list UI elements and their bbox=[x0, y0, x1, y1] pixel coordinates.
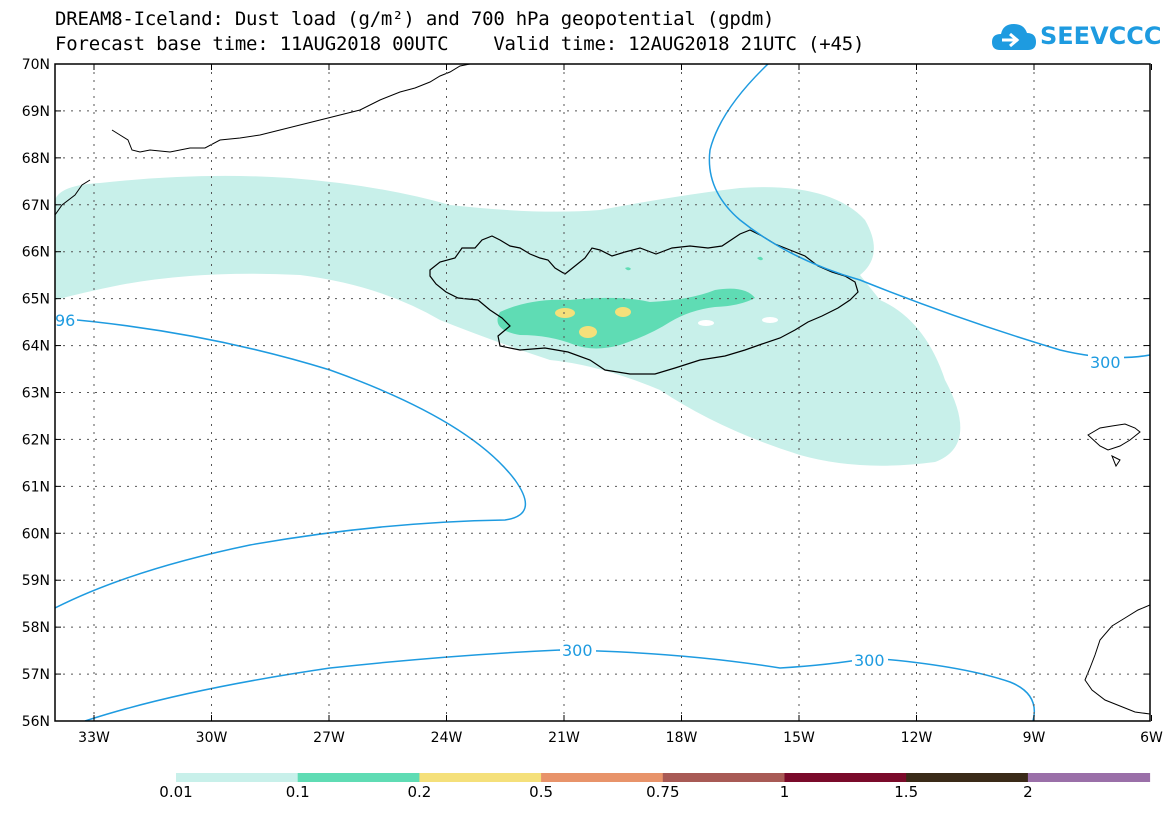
colorbar-label: 2 bbox=[1023, 783, 1033, 801]
latitude-label: 65N bbox=[22, 292, 50, 308]
latitude-label: 69N bbox=[22, 104, 50, 120]
greenland-coastline bbox=[55, 64, 471, 216]
contour-label: 300 bbox=[1090, 353, 1121, 372]
latitude-label: 68N bbox=[22, 151, 50, 167]
latitude-label: 59N bbox=[22, 573, 50, 589]
contour-label: 300 bbox=[562, 641, 593, 660]
latitude-label: 56N bbox=[22, 714, 50, 730]
longitude-label: 21W bbox=[548, 730, 580, 746]
latitude-label: 58N bbox=[22, 620, 50, 636]
dust-spot-high bbox=[579, 326, 597, 338]
colorbar-label: 0.5 bbox=[529, 783, 554, 801]
dust-spot-high bbox=[615, 307, 631, 317]
longitude-label: 9W bbox=[1023, 730, 1046, 746]
dust-spot-medium bbox=[625, 267, 631, 271]
latitude-label: 70N bbox=[22, 57, 50, 73]
dust-spot-medium bbox=[757, 256, 763, 261]
dust-spot-high bbox=[555, 308, 575, 318]
map-grid bbox=[55, 64, 1150, 721]
latitude-label: 62N bbox=[22, 432, 50, 448]
map-title-line2: Forecast base time: 11AUG2018 00UTC Vali… bbox=[55, 33, 865, 55]
longitude-label: 27W bbox=[313, 730, 345, 746]
dust-gap bbox=[698, 320, 714, 326]
longitude-label: 24W bbox=[431, 730, 463, 746]
faroe-coastline bbox=[1087, 423, 1141, 468]
map-frame bbox=[54, 63, 1151, 722]
longitude-label: 18W bbox=[666, 730, 698, 746]
contour-label: 300 bbox=[854, 651, 885, 670]
logo-text: SEEVCCC bbox=[1040, 22, 1162, 50]
latitude-label: 60N bbox=[22, 526, 50, 542]
latitude-label: 63N bbox=[22, 386, 50, 402]
latitude-label: 66N bbox=[22, 245, 50, 261]
longitude-label: 12W bbox=[901, 730, 933, 746]
colorbar-label: 0.01 bbox=[159, 783, 193, 801]
colorbar-label: 1 bbox=[779, 783, 790, 801]
scotland-coastline bbox=[1084, 604, 1150, 715]
colorbar-label: 0.2 bbox=[407, 783, 432, 801]
colorbar-label: 0.75 bbox=[646, 783, 680, 801]
cloud-icon bbox=[992, 24, 1036, 50]
seevccc-logo: SEEVCCC bbox=[990, 18, 1162, 58]
geopotential-contour bbox=[55, 317, 527, 609]
dust-gap bbox=[762, 317, 778, 323]
colorbar-label: 0.1 bbox=[285, 783, 310, 801]
latitude-label: 57N bbox=[22, 667, 50, 683]
colorbar-label: 1.5 bbox=[894, 783, 919, 801]
geopotential-contour bbox=[708, 64, 1150, 359]
longitude-label: 6W bbox=[1140, 730, 1163, 746]
latitude-label: 67N bbox=[22, 198, 50, 214]
geopotential-contour bbox=[84, 649, 1035, 721]
contour-label: 96 bbox=[55, 311, 75, 330]
latitude-label: 61N bbox=[22, 479, 50, 495]
longitude-label: 15W bbox=[783, 730, 815, 746]
longitude-label: 30W bbox=[196, 730, 228, 746]
latitude-label: 64N bbox=[22, 339, 50, 355]
longitude-label: 33W bbox=[78, 730, 110, 746]
dust-plume-medium bbox=[497, 288, 755, 349]
map-title-line1: DREAM8-Iceland: Dust load (g/m²) and 700… bbox=[55, 8, 775, 30]
